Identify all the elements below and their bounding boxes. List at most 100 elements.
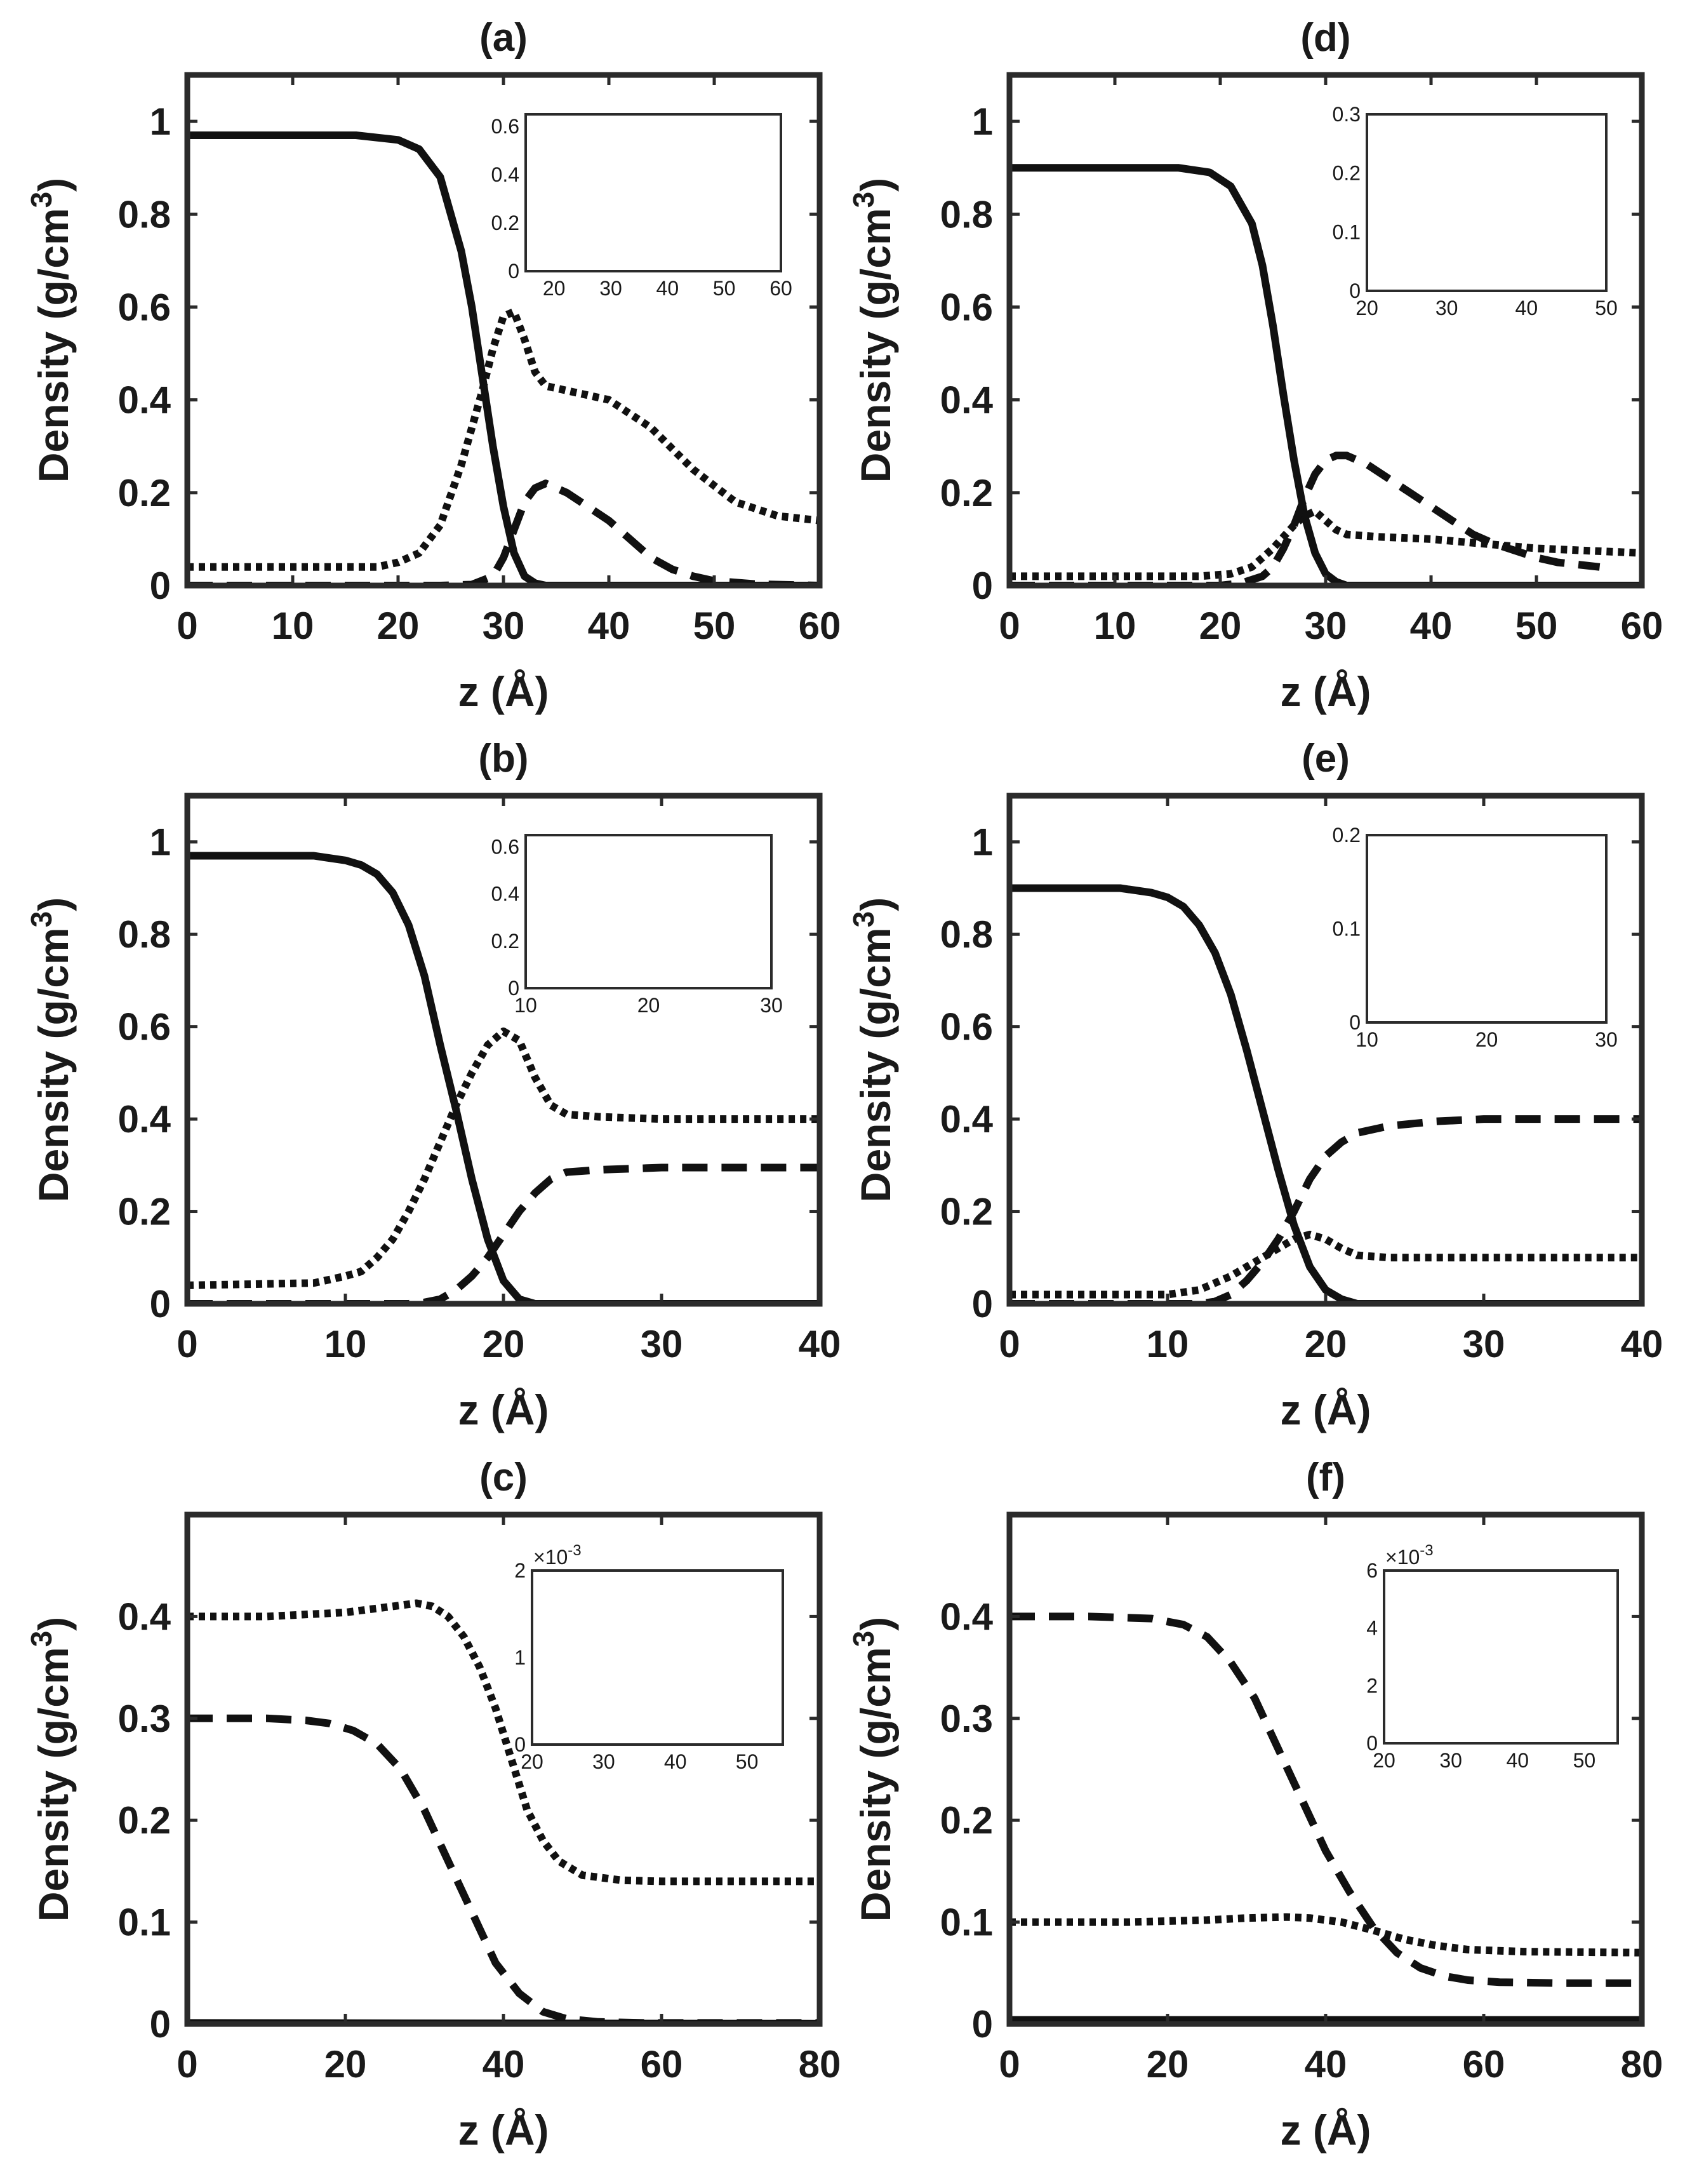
panel-title: (f) <box>1306 1456 1345 1499</box>
x-tick-label: 40 <box>588 605 630 647</box>
inset-a: 20 30 40 50 60 0 0.2 0.4 0.6 <box>491 113 792 300</box>
y-tick-label: 1 <box>972 100 993 143</box>
inset-frame <box>524 113 782 272</box>
x-tick-label: 60 <box>1463 2043 1505 2086</box>
panel-title: (d) <box>1300 16 1350 60</box>
x-axis-label: z (Å) <box>458 1386 549 1433</box>
y-tick-label: 0.6 <box>118 286 171 328</box>
x-tick-label: 0 <box>176 605 197 647</box>
y-axis-label: Density (g/cm3) <box>25 178 77 483</box>
y-tick-label: 0 <box>972 565 993 607</box>
y-tick-label: 0.4 <box>118 1098 171 1141</box>
y-tick-label: 0.2 <box>118 1799 171 1842</box>
axes-frame <box>1006 793 1645 1307</box>
x-tick-label: 10 <box>272 605 314 647</box>
y-tick-label: 0.2 <box>118 1191 171 1233</box>
x-tick-label: 40 <box>483 2043 525 2086</box>
series-dashed-line <box>1009 1612 1642 1987</box>
y-tick-label: 1 <box>150 100 171 143</box>
y-axis-label: Density (g/cm3) <box>847 897 899 1202</box>
y-tick-label: 0.1 <box>118 1901 171 1944</box>
y-tick-label: 0 <box>972 1283 993 1325</box>
series-dotted-line <box>1009 1230 1642 1299</box>
series-group <box>187 131 820 586</box>
panel-title: (a) <box>479 16 528 60</box>
inset-y-tick-label: 0 <box>508 260 519 283</box>
inset-x-tick-label: 20 <box>543 277 566 300</box>
inset-x-tick-label: 30 <box>599 277 622 300</box>
x-tick-label: 0 <box>176 2043 197 2086</box>
inset-y-tick-label: 0.2 <box>1333 824 1361 847</box>
y-tick-label: 0.8 <box>118 193 171 236</box>
inset-b: 10 20 30 0 0.2 0.4 0.6 <box>491 834 783 1017</box>
x-tick-label: 60 <box>1621 605 1663 647</box>
inset-x-tick-label: 20 <box>1373 1749 1395 1772</box>
inset-x-tick-label: 20 <box>1475 1028 1498 1051</box>
series-dashed-line <box>1009 1115 1642 1304</box>
axes-frame <box>1006 72 1645 589</box>
inset-x-tick-label: 20 <box>1355 297 1378 319</box>
inset-e: 10 20 30 0 0.1 0.2 <box>1333 824 1618 1051</box>
inset-x-tick-label: 40 <box>656 277 679 300</box>
y-tick-label: 0.2 <box>118 472 171 514</box>
series-group <box>1009 884 1642 1304</box>
y-tick-label: 0 <box>150 1283 171 1325</box>
y-tick-label: 0.4 <box>940 1595 994 1638</box>
inset-y-tick-label: 0.1 <box>1333 918 1361 941</box>
inset-y-tick-label: 0.2 <box>1333 162 1361 185</box>
series-group <box>1009 164 1642 586</box>
x-tick-label: 80 <box>799 2043 841 2086</box>
inset-y-tick-label: 0.3 <box>1333 103 1361 126</box>
inset-x-tick-label: 60 <box>769 277 792 300</box>
inset-c: 20 30 40 50 0 1 2 ×10-3 <box>514 1542 784 1773</box>
inset-x-tick-label: 10 <box>1355 1028 1378 1051</box>
inset-x-tick-label: 50 <box>1573 1749 1596 1772</box>
x-tick-label: 40 <box>1410 605 1453 647</box>
inset-y-tick-label: 2 <box>1366 1674 1378 1697</box>
inset-x-tick-label: 30 <box>1435 297 1458 319</box>
y-tick-label: 0.2 <box>940 472 993 514</box>
series-solid-line <box>1009 884 1642 1304</box>
y-tick-label: 0.8 <box>118 913 171 956</box>
y-tick-label: 0.8 <box>940 913 993 956</box>
x-tick-label: 20 <box>324 2043 367 2086</box>
inset-y-tick-label: 1 <box>514 1646 526 1669</box>
series-dotted-line <box>187 307 820 571</box>
x-tick-label: 0 <box>176 1323 197 1365</box>
y-tick-label: 0.1 <box>940 1901 993 1944</box>
x-tick-label: 0 <box>999 1323 1020 1365</box>
axes-frame <box>1006 1511 1645 2027</box>
x-tick-label: 40 <box>1305 2043 1347 2086</box>
x-tick-label: 60 <box>799 605 841 647</box>
inset-x-tick-label: 30 <box>1439 1749 1462 1772</box>
inset-frame <box>1383 1569 1619 1745</box>
inset-y-tick-label: 0.4 <box>491 883 519 906</box>
inset-x-tick-label: 20 <box>637 994 660 1017</box>
series-dashed-line <box>187 1714 820 2024</box>
series-dotted-line <box>187 1599 820 1886</box>
inset-y-tick-label: 0 <box>514 1733 526 1756</box>
x-tick-label: 10 <box>1094 605 1136 647</box>
inset-x-tick-label: 10 <box>514 994 537 1017</box>
inset-d: 20 30 40 50 0 0.1 0.2 0.3 <box>1333 103 1618 319</box>
y-tick-label: 0.4 <box>118 379 171 422</box>
x-tick-label: 0 <box>999 605 1020 647</box>
axes-frame <box>184 793 823 1307</box>
inset-y-tick-label: 0.2 <box>491 211 519 234</box>
x-tick-label: 80 <box>1621 2043 1663 2086</box>
inset-y-tick-label: 2 <box>514 1559 526 1582</box>
panel-title: (c) <box>479 1456 528 1499</box>
y-tick-label: 0.6 <box>940 286 993 328</box>
x-tick-label: 40 <box>1621 1323 1663 1365</box>
inset-frame <box>524 834 773 989</box>
inset-y-tick-label: 0 <box>1366 1732 1378 1755</box>
inset-x-tick-label: 50 <box>736 1750 759 1773</box>
inset-y-tick-label: 0.1 <box>1333 220 1361 243</box>
y-tick-label: 0.3 <box>940 1698 993 1740</box>
y-tick-label: 0 <box>150 565 171 607</box>
x-axis-label: z (Å) <box>458 668 549 715</box>
series-solid-line <box>187 852 820 1304</box>
